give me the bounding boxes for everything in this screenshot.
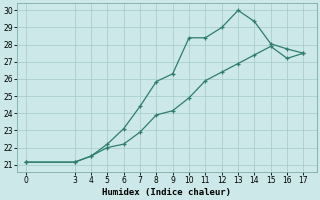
X-axis label: Humidex (Indice chaleur): Humidex (Indice chaleur) xyxy=(102,188,231,197)
